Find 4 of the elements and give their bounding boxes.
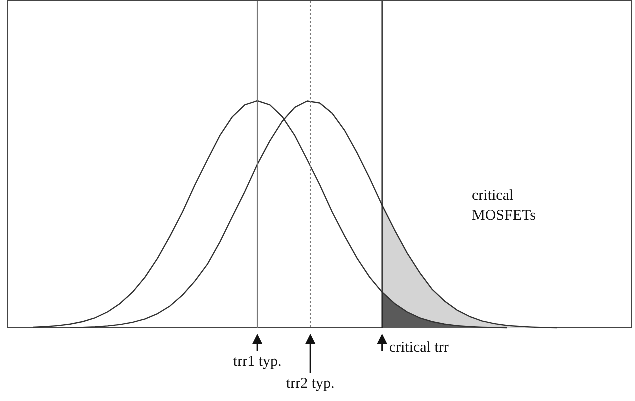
text: critical trr (389, 340, 449, 356)
text: trr2 typ. (286, 376, 335, 392)
annotation: critical MOSFETs (472, 188, 536, 224)
text: trr1 typ. (233, 354, 282, 370)
